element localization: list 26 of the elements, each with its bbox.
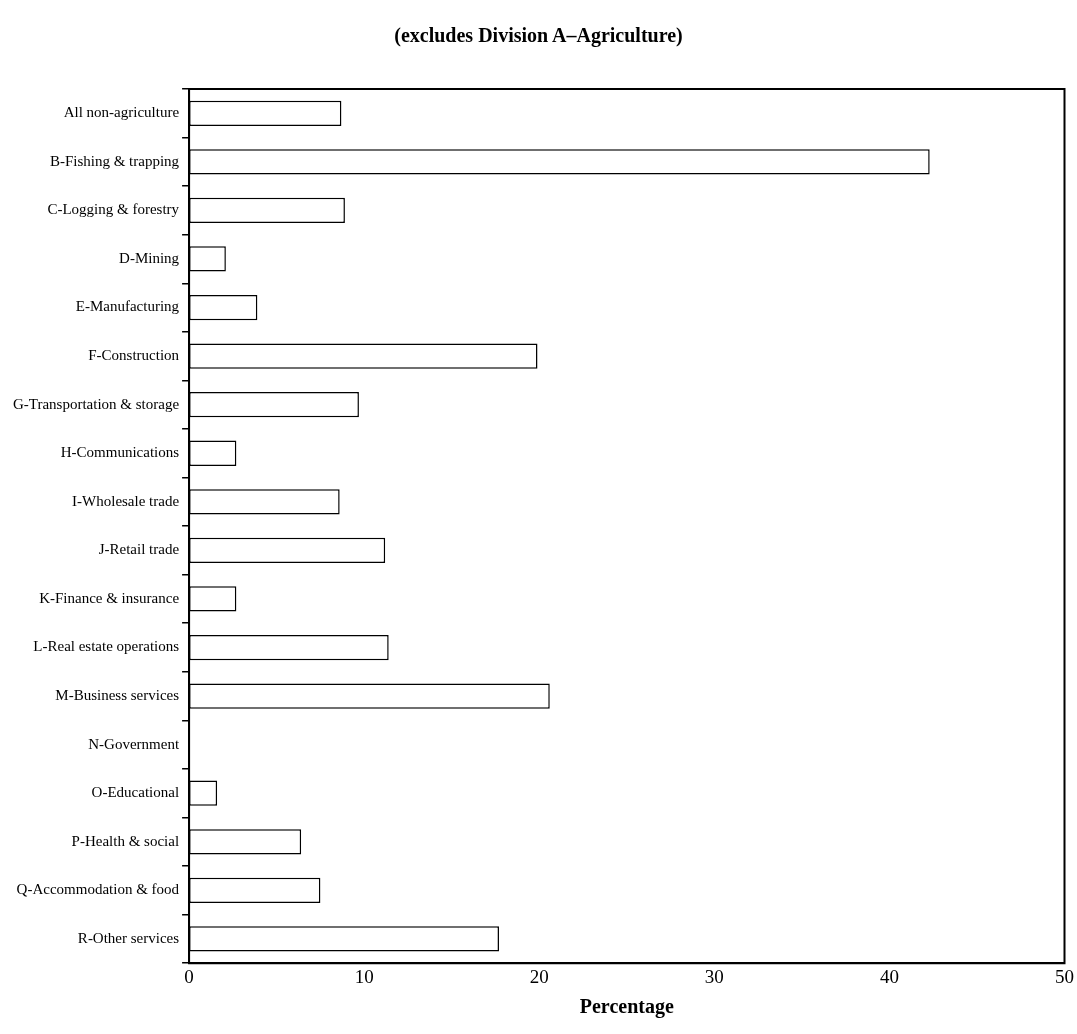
y-tick-label: I-Wholesale trade (72, 492, 180, 509)
y-tick-label: P-Health & social (71, 832, 180, 849)
y-tick-label: D-Mining (119, 249, 180, 266)
y-tick-label: R-Other services (77, 929, 180, 946)
y-tick-label: Q-Accommodation & food (16, 881, 180, 898)
y-tick-label: L-Real estate operations (33, 638, 180, 655)
y-tick-label: M-Business services (55, 687, 180, 704)
y-tick-label: N-Government (88, 735, 180, 752)
y-tick-label: B-Fishing & trapping (49, 152, 180, 169)
y-tick-label: C-Logging & forestry (47, 201, 180, 218)
x-tick-label: 10 (354, 965, 374, 987)
x-tick-label: 20 (529, 965, 549, 987)
x-tick-label: 0 (184, 965, 194, 987)
y-tick-label: All non-agriculture (63, 104, 180, 121)
y-tick-label: O-Educational (91, 784, 180, 801)
y-tick-label: E-Manufacturing (75, 298, 180, 315)
x-tick-label: 40 (879, 965, 899, 987)
y-tick-label: F-Construction (88, 347, 180, 364)
x-axis-title: Percentage (579, 995, 674, 1019)
y-tick-label: K-Finance & insurance (39, 589, 180, 606)
y-tick-label: G-Transportation & storage (13, 395, 180, 412)
y-tick-label: J-Retail trade (98, 541, 180, 558)
chart-title: (excludes Division A–Agriculture) (394, 24, 683, 48)
y-tick-label: H-Communications (60, 444, 180, 461)
x-tick-label: 30 (704, 965, 724, 987)
x-tick-label: 50 (1055, 965, 1074, 987)
